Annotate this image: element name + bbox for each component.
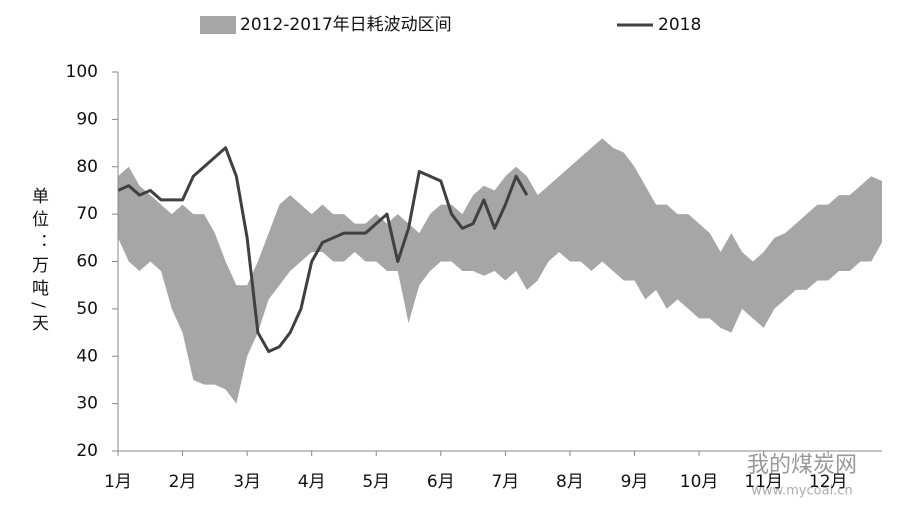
x-tick-label: 5月: [362, 472, 390, 492]
y-tick-label: 80: [76, 157, 98, 177]
x-tick-label: 1月: [104, 472, 132, 492]
y-tick-label: 30: [76, 394, 98, 414]
y-tick-label: 100: [66, 62, 98, 82]
x-tick-label: 9月: [621, 472, 649, 492]
x-tick-label: 7月: [491, 472, 519, 492]
x-tick-label: 6月: [427, 472, 455, 492]
x-tick-label: 2月: [169, 472, 197, 492]
legend-label: 2018: [658, 15, 701, 35]
watermark: 我的煤炭网: [747, 453, 857, 478]
y-tick-label: 70: [76, 204, 98, 224]
x-tick-label: 10月: [680, 472, 719, 492]
watermark: www.mycoal.cn: [751, 484, 852, 499]
x-tick-label: 11月: [744, 472, 783, 492]
band-area: [118, 138, 882, 404]
y-tick-label: 60: [76, 252, 98, 272]
x-tick-label: 8月: [556, 472, 584, 492]
y-tick-label: 90: [76, 109, 98, 129]
y-axis-label: 单位：万吨/天: [28, 187, 49, 337]
y-tick-label: 40: [76, 346, 98, 366]
x-tick-label: 3月: [233, 472, 261, 492]
x-tick-label: 4月: [298, 472, 326, 492]
x-tick-label: 12月: [809, 472, 848, 492]
line-2018: [117, 146, 529, 354]
legend-label: 2012-2017年日耗波动区间: [240, 15, 452, 35]
y-tick-label: 20: [76, 441, 98, 461]
y-tick-label: 50: [76, 299, 98, 319]
legend-swatch: [200, 16, 236, 34]
